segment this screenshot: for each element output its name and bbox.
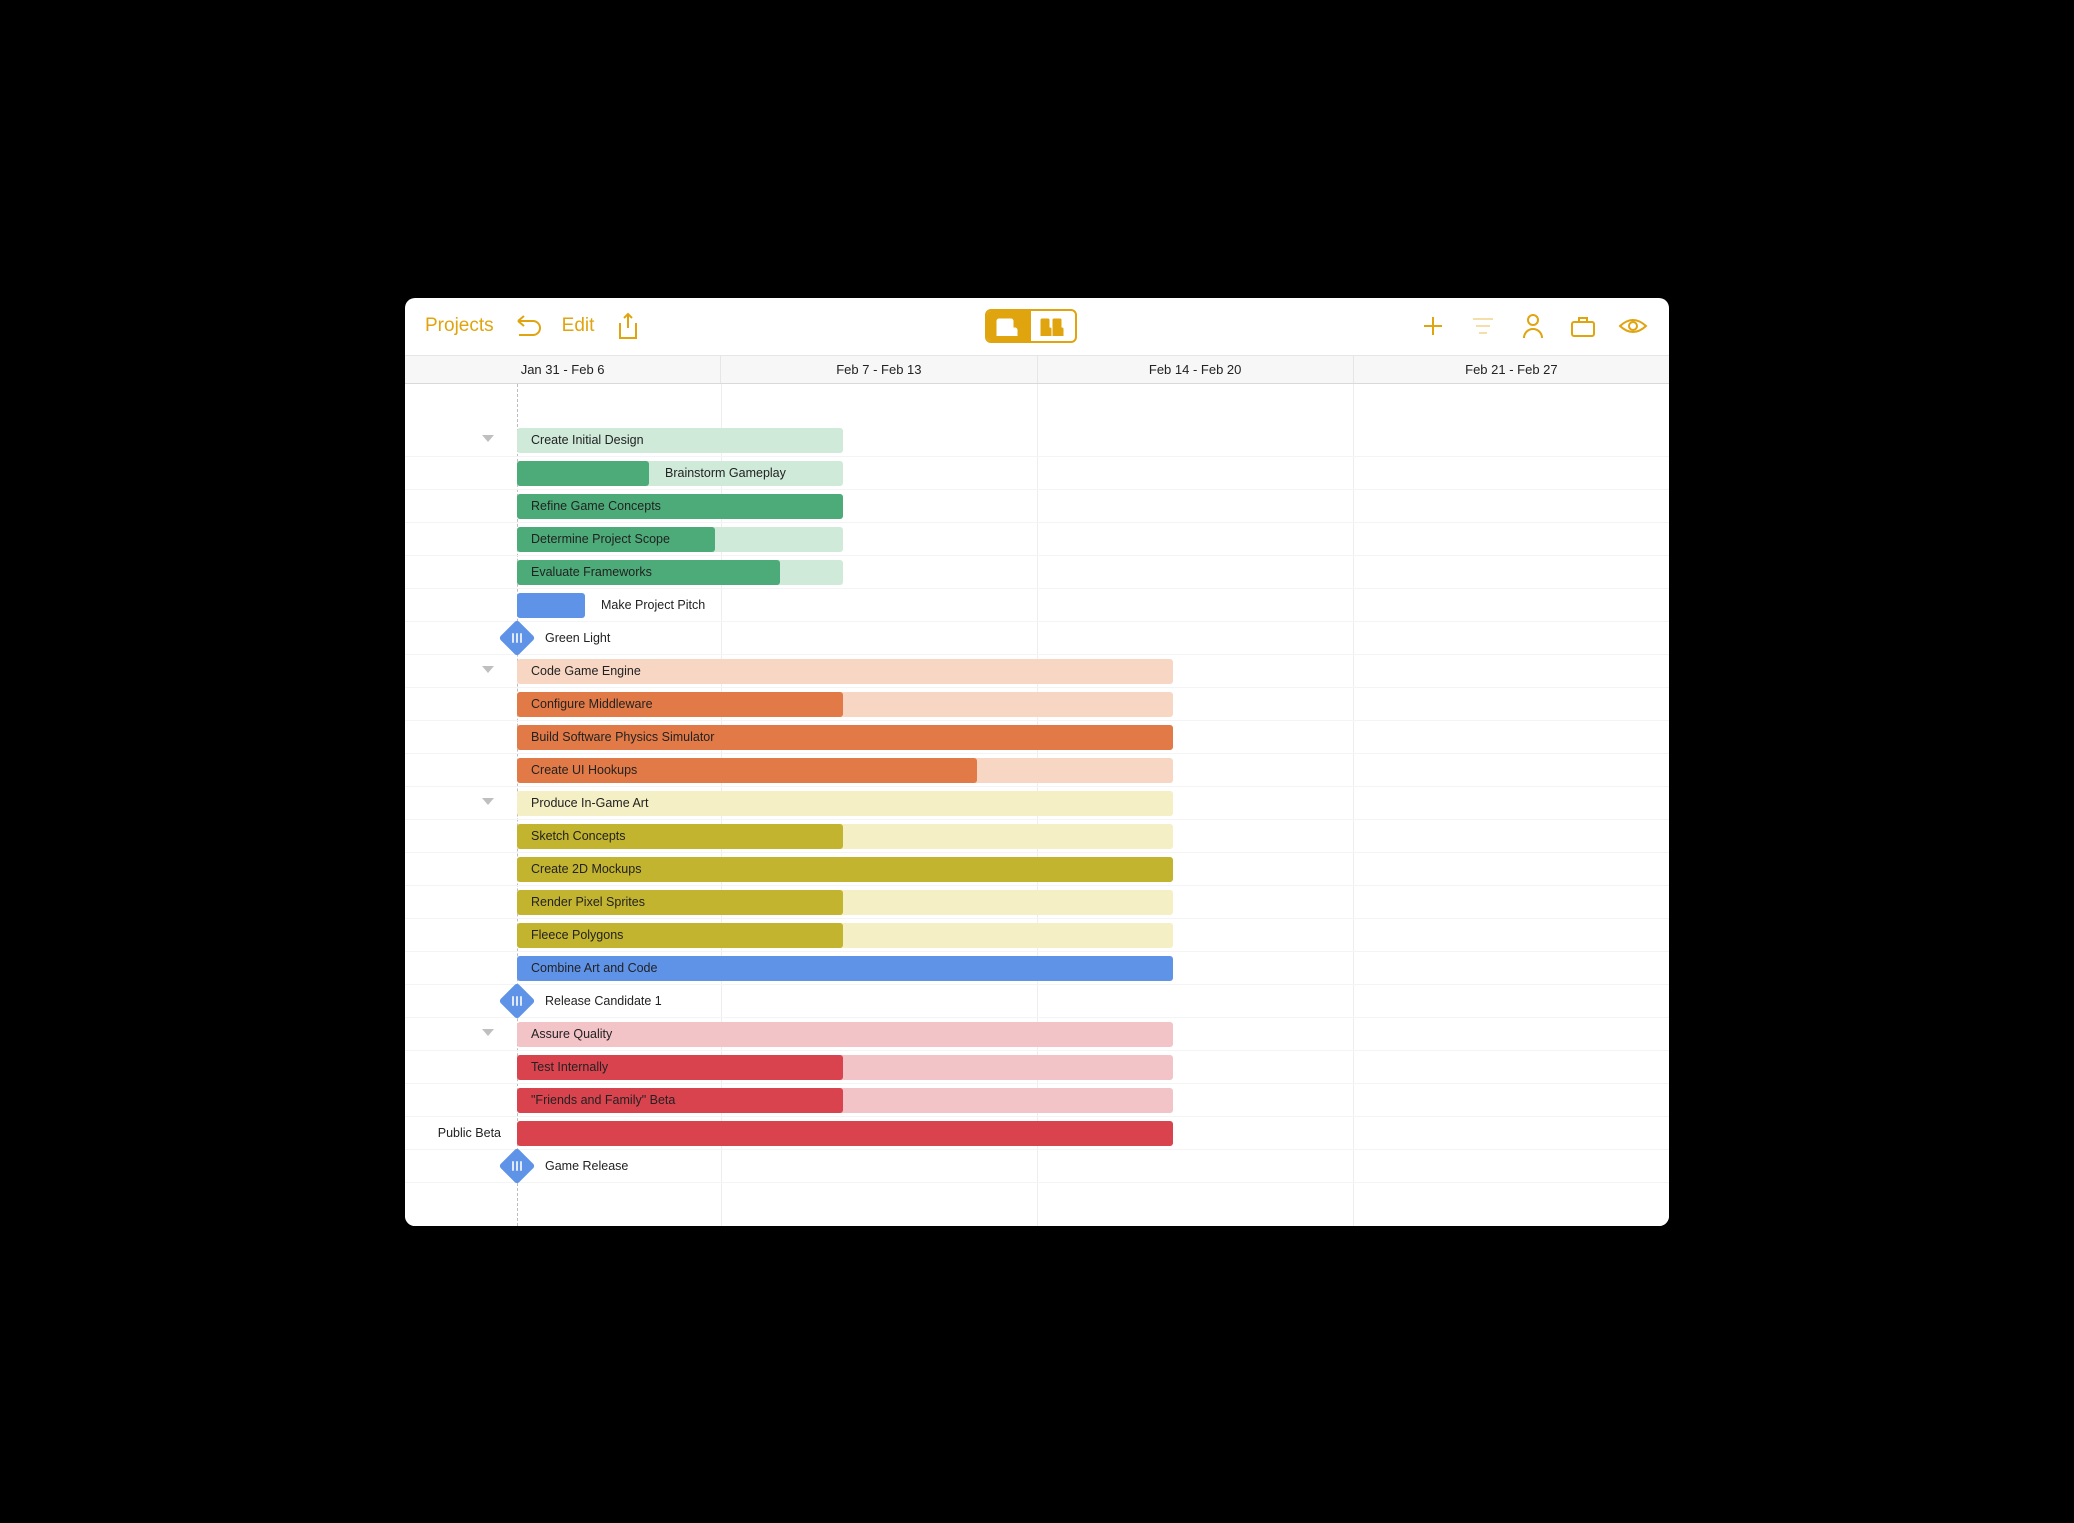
gantt-view-segment[interactable] <box>987 311 1031 341</box>
task-bar[interactable]: "Friends and Family" Beta <box>517 1088 843 1113</box>
filter-icon <box>1470 315 1496 337</box>
task-row: Make Project Pitch <box>405 589 1669 622</box>
task-row: Build Software Physics Simulator <box>405 721 1669 754</box>
task-row: Combine Art and Code <box>405 952 1669 985</box>
task-bar[interactable] <box>517 593 585 618</box>
task-bar[interactable]: Render Pixel Sprites <box>517 890 843 915</box>
person-icon <box>1522 313 1544 339</box>
task-row: Evaluate Frameworks <box>405 556 1669 589</box>
visibility-button[interactable] <box>1617 306 1649 346</box>
task-row: Fleece Polygons <box>405 919 1669 952</box>
task-bar[interactable]: Build Software Physics Simulator <box>517 725 1173 750</box>
milestone-row: Release Candidate 1 <box>405 985 1669 1018</box>
milestone-marker[interactable] <box>499 619 536 656</box>
milestone-label: Game Release <box>545 1154 628 1179</box>
group-bar[interactable]: Produce In-Game Art <box>517 791 1173 816</box>
outline-view-segment[interactable] <box>1031 311 1075 341</box>
toolbar: Projects Edit <box>405 298 1669 356</box>
briefcase-icon <box>1570 314 1596 338</box>
task-bar[interactable] <box>517 1121 1173 1146</box>
disclosure-triangle[interactable] <box>480 793 500 813</box>
task-label: Brainstorm Gameplay <box>665 461 786 486</box>
task-label: Public Beta <box>405 1121 501 1146</box>
task-bar[interactable]: Configure Middleware <box>517 692 843 717</box>
week-column: Feb 21 - Feb 27 <box>1354 356 1669 383</box>
task-bar[interactable]: Fleece Polygons <box>517 923 843 948</box>
week-column: Feb 7 - Feb 13 <box>721 356 1037 383</box>
eye-icon <box>1618 316 1648 336</box>
task-bar[interactable]: Refine Game Concepts <box>517 494 843 519</box>
timeline-header: Jan 31 - Feb 6 Feb 7 - Feb 13 Feb 14 - F… <box>405 356 1669 384</box>
milestone-row: Game Release <box>405 1150 1669 1183</box>
view-segmented-control <box>985 309 1077 343</box>
group-row: Create Initial Design <box>405 424 1669 457</box>
week-column: Jan 31 - Feb 6 <box>405 356 721 383</box>
task-label: Make Project Pitch <box>601 593 705 618</box>
task-bar[interactable]: Create UI Hookups <box>517 758 977 783</box>
milestone-label: Release Candidate 1 <box>545 989 662 1014</box>
task-row: Determine Project Scope <box>405 523 1669 556</box>
task-rows: Create Initial Design Brainstorm Gameplay… <box>405 384 1669 1183</box>
chevron-down-icon <box>480 661 496 677</box>
filter-button[interactable] <box>1467 306 1499 346</box>
task-bar[interactable] <box>517 461 649 486</box>
edit-button[interactable]: Edit <box>562 306 595 346</box>
outline-view-icon <box>1039 316 1067 336</box>
task-bar[interactable]: Sketch Concepts <box>517 824 843 849</box>
gantt-chart[interactable]: Create Initial Design Brainstorm Gameplay… <box>405 384 1669 1226</box>
disclosure-triangle[interactable] <box>480 1024 500 1044</box>
task-row: Public Beta <box>405 1117 1669 1150</box>
milestone-row: Green Light <box>405 622 1669 655</box>
chevron-down-icon <box>480 1024 496 1040</box>
group-row: Code Game Engine <box>405 655 1669 688</box>
assignee-button[interactable] <box>1517 306 1549 346</box>
milestone-marker[interactable] <box>499 1147 536 1184</box>
task-row: Brainstorm Gameplay <box>405 457 1669 490</box>
chevron-down-icon <box>480 430 496 446</box>
task-bar[interactable]: Evaluate Frameworks <box>517 560 780 585</box>
share-button[interactable] <box>612 306 644 346</box>
undo-icon <box>513 314 543 338</box>
week-label: Feb 14 - Feb 20 <box>1149 362 1242 377</box>
task-row: Sketch Concepts <box>405 820 1669 853</box>
projects-button[interactable]: Projects <box>425 306 494 346</box>
gantt-view-icon <box>995 316 1023 336</box>
task-row: Render Pixel Sprites <box>405 886 1669 919</box>
task-row: "Friends and Family" Beta <box>405 1084 1669 1117</box>
week-label: Jan 31 - Feb 6 <box>521 362 605 377</box>
task-row: Configure Middleware <box>405 688 1669 721</box>
app-window: Projects Edit <box>405 298 1669 1226</box>
task-row: Create 2D Mockups <box>405 853 1669 886</box>
task-bar[interactable]: Determine Project Scope <box>517 527 715 552</box>
share-icon <box>616 312 640 340</box>
task-bar[interactable]: Combine Art and Code <box>517 956 1173 981</box>
plus-icon <box>1421 314 1445 338</box>
group-bar[interactable]: Code Game Engine <box>517 659 1173 684</box>
milestone-marker[interactable] <box>499 982 536 1019</box>
task-bar[interactable]: Test Internally <box>517 1055 843 1080</box>
projects-folder-button[interactable] <box>1567 306 1599 346</box>
milestone-label: Green Light <box>545 626 610 651</box>
week-label: Feb 7 - Feb 13 <box>836 362 921 377</box>
week-column: Feb 14 - Feb 20 <box>1038 356 1354 383</box>
disclosure-triangle[interactable] <box>480 661 500 681</box>
group-bar[interactable]: Create Initial Design <box>517 428 843 453</box>
group-row: Assure Quality <box>405 1018 1669 1051</box>
chevron-down-icon <box>480 793 496 809</box>
week-label: Feb 21 - Feb 27 <box>1465 362 1558 377</box>
task-row: Create UI Hookups <box>405 754 1669 787</box>
add-button[interactable] <box>1417 306 1449 346</box>
task-bar[interactable]: Create 2D Mockups <box>517 857 1173 882</box>
group-bar[interactable]: Assure Quality <box>517 1022 1173 1047</box>
task-row: Refine Game Concepts <box>405 490 1669 523</box>
task-row: Test Internally <box>405 1051 1669 1084</box>
group-row: Produce In-Game Art <box>405 787 1669 820</box>
undo-button[interactable] <box>512 306 544 346</box>
disclosure-triangle[interactable] <box>480 430 500 450</box>
